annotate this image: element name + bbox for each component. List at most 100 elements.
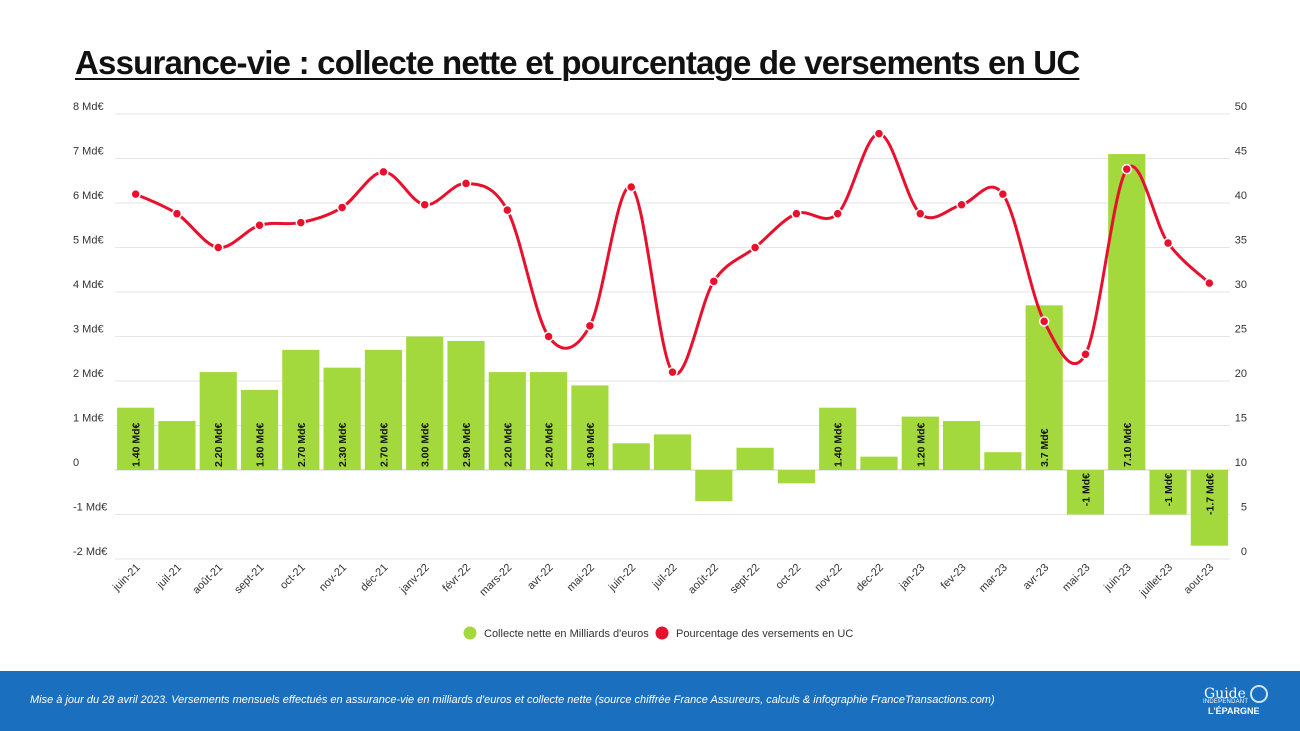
right-tick-label: 40 [1235,190,1247,202]
bar-data-label: 1.40 Md€ [833,422,845,467]
x-tick-label: juin-23 [1101,562,1134,595]
bar [282,349,320,470]
right-tick-label: 35 [1235,235,1247,247]
bar [819,407,857,470]
line-point [1080,349,1091,360]
logo-line-2: INDÉPENDANT [1203,699,1249,705]
left-tick-label: 8 Md€ [73,101,104,113]
right-axis: 0 5 10 15 20 25 30 35 40 45 50 [1235,101,1247,558]
chart-title: Assurance-vie : collecte nette et pource… [75,44,1080,81]
line-point [336,202,348,213]
legend-line-marker [655,626,669,640]
x-tick-label: sept-21 [232,562,266,596]
left-tick-label: 6 Md€ [73,190,104,202]
footer-text: Mise à jour du 28 avril 2023. Versements… [30,694,995,706]
line-series [130,128,1215,378]
bar [117,407,155,470]
left-tick-label: -2 Md€ [73,546,107,558]
x-tick-label: juil-22 [650,562,680,592]
line-point [956,199,967,211]
bar [695,470,733,502]
bar [901,416,939,470]
line-point [460,178,472,189]
line-point [212,242,224,253]
left-tick-label: 2 Md€ [73,368,104,380]
x-tick-label: aout-23 [1182,562,1217,597]
right-tick-label: 5 [1241,502,1247,514]
x-tick-label: févr-22 [440,562,473,595]
bar [1025,305,1063,470]
x-tick-label: jan-23 [897,562,928,593]
left-axis: -2 Md€ -1 Md€ 0 1 Md€ 2 Md€ 3 Md€ 4 Md€ 5 Md€ 6 … [73,101,107,558]
bar-data-label: 1.90 Md€ [585,422,597,467]
bar-data-label: -1.7 Md€ [1204,473,1216,515]
x-tick-label: juillet-23 [1137,562,1175,600]
line-point [254,220,265,231]
bar [571,385,609,470]
bar [364,349,403,470]
right-tick-label: 50 [1235,101,1247,113]
legend-bar-marker [463,626,477,640]
right-tick-label: 30 [1235,279,1247,291]
x-tick-label: août-22 [686,562,721,597]
x-tick-label: dec-22 [854,562,886,594]
x-tick-label: nov-22 [813,562,845,594]
line-point [667,366,678,378]
x-tick-label: juin-21 [110,562,143,595]
right-tick-label: 25 [1235,324,1247,336]
footer-bar: Mise à jour du 28 avril 2023. Versements… [0,671,1300,731]
logo-line-3: L'ÉPARGNE [1208,706,1260,716]
line-point [791,208,802,219]
bar-data-label: 2.70 Md€ [296,422,308,467]
logo-line-1: Guide [1204,686,1246,702]
bar-labels: 1.40 Md€ 2.20 Md€ 1.80 Md€ 2.70 Md€ 2.30 Md€… [131,422,1217,515]
bar [406,336,444,470]
left-tick-label: -1 Md€ [73,502,107,514]
x-tick-label: déc-21 [358,562,390,594]
x-tick-label: oct-22 [773,562,803,592]
bar [447,340,485,470]
right-tick-label: 20 [1235,368,1247,380]
line-point [584,320,596,332]
x-tick-label: juin-22 [606,562,639,595]
x-tick-label: avr-22 [525,562,556,593]
bar-data-label: -1 Md€ [1080,473,1092,506]
legend-line-label: Pourcentage des versements en UC [676,628,853,640]
left-tick-label: 0 [73,457,79,469]
line-point [502,204,513,216]
line-point [749,242,761,253]
left-tick-label: 3 Md€ [73,324,104,336]
bar-data-label: 3.00 Md€ [420,422,432,467]
x-tick-label: mai-23 [1060,562,1092,594]
line-point [171,208,183,219]
x-axis: juin-21 juil-21 août-21 sept-21 oct-21 nov-21… [110,562,1216,600]
bar [984,452,1022,470]
x-tick-label: janv-22 [397,562,432,597]
line-point [543,331,554,342]
left-tick-label: 7 Md€ [73,146,104,158]
bar-data-label: 7.10 Md€ [1122,422,1134,467]
x-tick-label: sept-22 [728,562,762,596]
bar [530,372,568,470]
guide-epargne-logo: Guide INDÉPENDANT L'ÉPARGNE [1198,684,1272,718]
left-tick-label: 5 Md€ [73,235,104,247]
bar-data-label: 2.70 Md€ [378,422,390,467]
right-tick-label: 15 [1235,413,1247,425]
x-tick-label: fev-23 [939,562,969,592]
chart: -2 Md€ -1 Md€ 0 1 Md€ 2 Md€ 3 Md€ 4 Md€ 5 Md€ 6 … [73,101,1247,640]
bar [860,456,898,470]
line-point [873,128,885,139]
x-tick-label: juil-21 [154,562,184,592]
bar-data-label: 1.20 Md€ [915,422,927,467]
bar [323,367,361,470]
bar [942,421,981,470]
bar-data-label: 3.7 Md€ [1039,428,1051,467]
line-point [708,276,720,287]
bar [1190,470,1228,546]
line-point [295,217,307,228]
bar [240,389,279,470]
line-point [130,188,141,200]
bar [488,372,526,470]
bar [158,421,196,470]
bar-data-label: 1.80 Md€ [255,422,267,467]
